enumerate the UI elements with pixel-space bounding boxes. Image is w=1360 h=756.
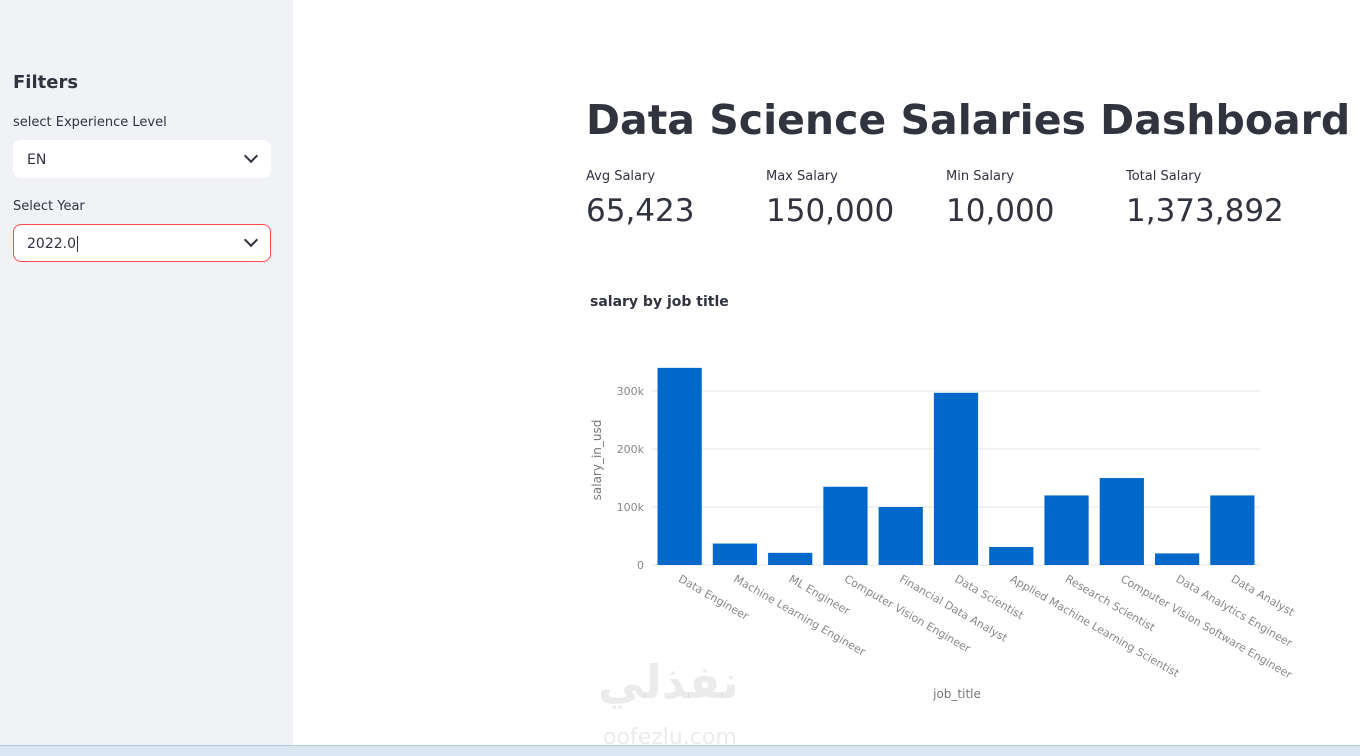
- chevron: [243, 148, 259, 164]
- select-box[interactable]: 2022.0: [13, 224, 271, 262]
- bar: [1210, 495, 1255, 565]
- bar: [989, 547, 1034, 565]
- metric-value: 10,000: [946, 193, 1055, 229]
- metric-label: Total Salary: [1126, 169, 1202, 184]
- metric-label: Avg Salary: [586, 169, 656, 184]
- page-title: Data Science Salaries Dashboard: [586, 96, 1351, 144]
- chart-title: salary by job title: [590, 294, 729, 310]
- chevron: [243, 232, 259, 248]
- bar: [823, 486, 868, 565]
- filter-label: Select Year: [13, 199, 85, 214]
- cursor: [77, 236, 78, 252]
- taskbar: [0, 745, 1360, 756]
- bar: [712, 543, 758, 565]
- metric-label: Max Salary: [766, 169, 838, 184]
- select-value: EN: [27, 152, 47, 168]
- chart: salary by job title salary_in_usd job_ti…: [590, 294, 1297, 701]
- sidebar: Filters select Experience Level EN Selec…: [0, 0, 293, 745]
- watermark-brand: نفذلي: [598, 655, 739, 709]
- y-tick-label: 200k: [617, 443, 645, 456]
- bar: [1044, 495, 1089, 565]
- metric-label: Min Salary: [946, 169, 1015, 184]
- metric-value: 1,373,892: [1126, 193, 1284, 229]
- y-tick-label: 100k: [617, 501, 645, 514]
- select-box[interactable]: EN: [13, 140, 271, 178]
- bar: [768, 552, 813, 565]
- bar: [933, 392, 979, 565]
- bar: [878, 507, 923, 565]
- y-tick-label: 0: [637, 559, 644, 572]
- y-tick-label: 300k: [617, 385, 645, 398]
- y-axis-title: salary_in_usd: [590, 420, 604, 501]
- x-axis-title: job_title: [932, 687, 981, 701]
- select-value: 2022.0: [27, 236, 76, 252]
- metric-value: 65,423: [586, 193, 695, 229]
- sidebar-title: Filters: [13, 72, 79, 93]
- bar: [1154, 553, 1200, 565]
- bar: [657, 367, 702, 565]
- x-tick-label: Research Scientist: [1063, 572, 1158, 634]
- metric-value: 150,000: [766, 193, 895, 229]
- filter-label: select Experience Level: [13, 115, 167, 130]
- bar: [1099, 478, 1144, 565]
